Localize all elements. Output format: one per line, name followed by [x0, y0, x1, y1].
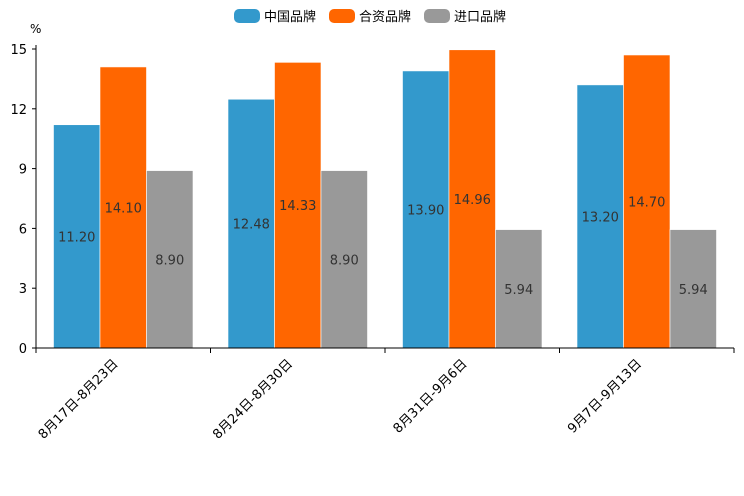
- data-label: 5.94: [504, 283, 533, 298]
- y-tick-label: 15: [10, 43, 27, 58]
- x-tick-label: 8月17日-8月23日: [36, 357, 122, 443]
- data-label: 11.20: [58, 230, 95, 245]
- legend-item[interactable]: 中国品牌: [234, 9, 316, 25]
- bar[interactable]: [669, 229, 717, 349]
- data-label: 14.96: [454, 193, 491, 208]
- bar[interactable]: [227, 98, 275, 349]
- bar[interactable]: [146, 170, 194, 349]
- x-axis: 8月17日-8月23日 8月24日-8月30日 8月31日-9月6日 9月7日-9月1…: [35, 347, 735, 443]
- data-labels: 11.20 14.10 8.90 12.48 14.33 8.90 13.90 14.96 5.…: [58, 193, 708, 298]
- bars: [53, 49, 717, 349]
- legend-item[interactable]: 合资品牌: [329, 9, 411, 25]
- y-tick-label: 6: [19, 222, 27, 237]
- legend-label: 合资品牌: [359, 9, 411, 25]
- legend-label: 进口品牌: [454, 9, 506, 25]
- bar[interactable]: [402, 70, 450, 349]
- bar[interactable]: [448, 49, 496, 349]
- y-tick-label: 0: [19, 342, 27, 357]
- data-label: 14.33: [279, 199, 316, 214]
- bar[interactable]: [320, 170, 368, 349]
- data-label: 12.48: [233, 218, 270, 233]
- x-tick-label: 8月24日-8月30日: [210, 357, 296, 443]
- legend-label: 中国品牌: [264, 9, 316, 25]
- legend-swatch: [234, 9, 260, 23]
- data-label: 14.10: [105, 201, 142, 216]
- data-label: 13.20: [582, 210, 619, 225]
- data-label: 13.90: [407, 203, 444, 218]
- y-axis-unit-label: %: [30, 22, 41, 36]
- y-tick-label: 3: [19, 282, 27, 297]
- bar[interactable]: [576, 84, 624, 349]
- legend-swatch: [424, 9, 450, 23]
- y-tick-label: 12: [10, 103, 27, 118]
- y-tick-label: 9: [19, 163, 27, 178]
- legend: 中国品牌 合资品牌 进口品牌: [234, 9, 506, 25]
- legend-swatch: [329, 9, 355, 23]
- data-label: 14.70: [628, 195, 665, 210]
- bar[interactable]: [274, 62, 322, 349]
- data-label: 8.90: [330, 253, 359, 268]
- bar[interactable]: [99, 66, 147, 349]
- bar[interactable]: [623, 54, 671, 349]
- x-tick-label: 8月31日-9月6日: [391, 357, 471, 437]
- data-label: 5.94: [679, 283, 708, 298]
- legend-item[interactable]: 进口品牌: [424, 9, 506, 25]
- bar[interactable]: [495, 229, 543, 349]
- x-tick-label: 9月7日-9月13日: [565, 357, 645, 437]
- y-axis: 0 3 6 9 12 15: [10, 43, 37, 357]
- data-label: 8.90: [155, 253, 184, 268]
